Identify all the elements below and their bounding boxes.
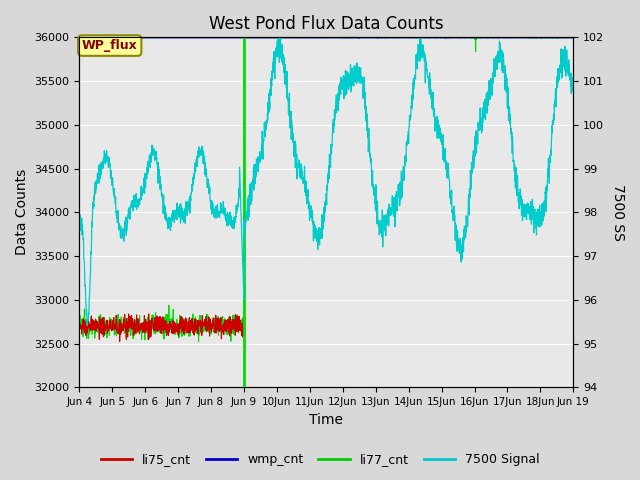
Y-axis label: 7500 SS: 7500 SS (611, 184, 625, 241)
Legend: li75_cnt, wmp_cnt, li77_cnt, 7500 Signal: li75_cnt, wmp_cnt, li77_cnt, 7500 Signal (95, 448, 545, 471)
X-axis label: Time: Time (309, 413, 344, 427)
Y-axis label: Data Counts: Data Counts (15, 169, 29, 255)
Text: WP_flux: WP_flux (82, 39, 138, 52)
Title: West Pond Flux Data Counts: West Pond Flux Data Counts (209, 15, 444, 33)
